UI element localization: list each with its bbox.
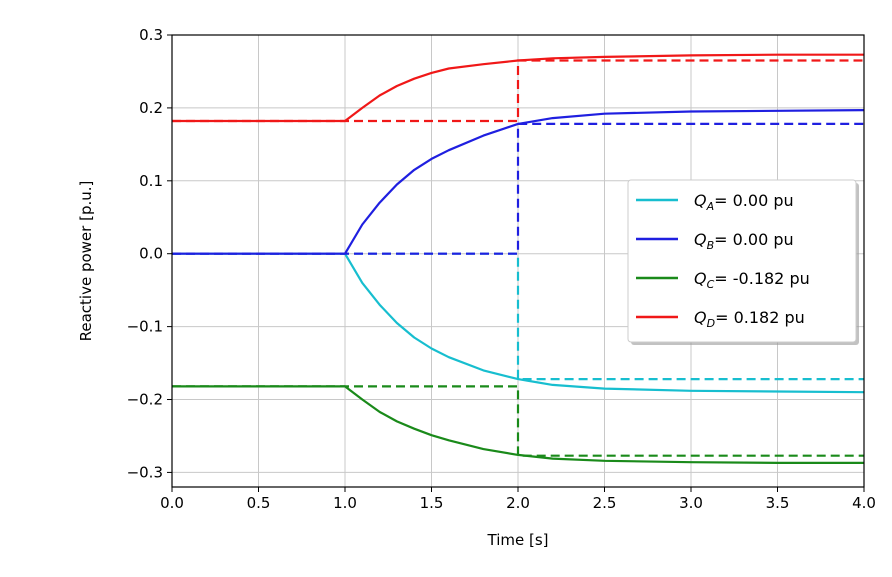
series-q-d-line <box>172 53 864 123</box>
x-tick-label: 1.5 <box>420 494 444 512</box>
legend-entry-q-d: QD= 0.182 pu <box>694 308 805 330</box>
series-layer <box>172 53 865 464</box>
legend-box <box>627 179 857 343</box>
series-q-c-line <box>172 385 864 464</box>
y-tick-label: −0.2 <box>127 391 163 409</box>
y-tick-label: −0.1 <box>127 318 163 336</box>
y-tick-label: −0.3 <box>127 463 163 481</box>
legend-entry-q-b: QB= 0.00 pu <box>694 230 794 252</box>
legend-entry-q-a: QA= 0.00 pu <box>694 191 794 213</box>
x-tick-label: 2.5 <box>593 494 617 512</box>
ticks: 0.0 0.5 1.0 1.5 2.0 2.5 3.0 3.5 4.0 −0.3 −0.2 −0.1 0… <box>127 26 876 512</box>
x-tick-label: 3.0 <box>679 494 703 512</box>
y-tick-label: 0.2 <box>139 99 163 117</box>
x-tick-label: 4.0 <box>852 494 876 512</box>
y-tick-label: 0.3 <box>139 26 163 44</box>
x-tick-label: 0.0 <box>160 494 184 512</box>
x-tick-label: 3.5 <box>766 494 790 512</box>
x-tick-label: 0.5 <box>247 494 271 512</box>
x-tick-label: 2.0 <box>506 494 530 512</box>
series-q-a-line <box>172 252 865 394</box>
legend-entry-q-c: QC= -0.182 pu <box>694 269 810 291</box>
y-tick-label: 0.1 <box>139 172 163 190</box>
y-tick-label: 0.0 <box>139 245 163 263</box>
x-axis-label: Time [s] <box>487 531 549 549</box>
legend: QA= 0.00 pu QB= 0.00 pu QC= -0.182 pu QD= 0… <box>627 179 859 345</box>
x-tick-label: 1.0 <box>333 494 357 512</box>
series-q-b-line <box>172 109 865 255</box>
y-axis-label: Reactive power [p.u.] <box>77 181 95 342</box>
